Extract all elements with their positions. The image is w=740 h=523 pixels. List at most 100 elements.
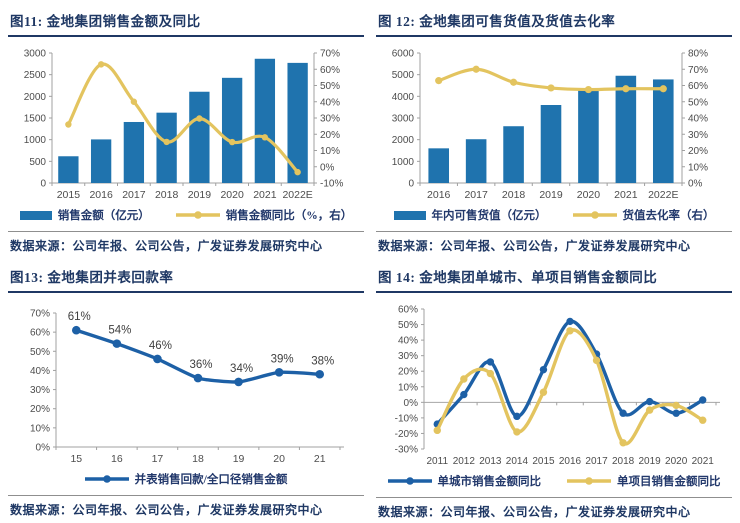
svg-text:1000: 1000: [392, 157, 415, 168]
line-series: [433, 327, 707, 447]
figure-11-panel: 图11: 金地集团销售金额及同比 0 500 1000 1500 2000 2500 300…: [8, 8, 364, 254]
svg-text:16: 16: [111, 453, 123, 465]
svg-text:40%: 40%: [320, 97, 340, 108]
svg-text:2021: 2021: [253, 189, 277, 201]
svg-text:20%: 20%: [398, 367, 418, 378]
data-point: [65, 121, 72, 128]
line-series: [435, 65, 667, 94]
svg-text:2020: 2020: [577, 189, 601, 201]
legend-label: 并表销售回款/全口径销售金额: [134, 474, 288, 486]
svg-text:-20%: -20%: [395, 429, 418, 440]
source-note: 数据来源：公司年报、公司公告，广发证券发展研究中心: [378, 505, 691, 519]
svg-text:2013: 2013: [479, 456, 502, 467]
svg-text:2500: 2500: [24, 70, 47, 81]
data-point: [234, 377, 243, 387]
bar: [189, 91, 210, 183]
svg-text:0%: 0%: [36, 443, 51, 454]
bar-series: [58, 58, 308, 183]
source-divider: [8, 231, 364, 232]
line-series: 61% 54% 46% 36% 34% 39% 38%: [68, 311, 334, 387]
figure-14-chart: -30% -20% -10% 0% 10% 20% 30% 40% 50% 60% 2011 2012…: [395, 305, 720, 467]
svg-text:2017: 2017: [464, 189, 488, 201]
svg-text:60%: 60%: [688, 81, 708, 92]
svg-text:10%: 10%: [320, 146, 340, 157]
line-series: [65, 61, 301, 176]
data-point: [153, 354, 162, 364]
figure-13-chart: 0% 10% 20% 30% 40% 50% 60% 70% 15 16 17 18 19 20 21 61%…: [30, 309, 344, 465]
figure-14-title: 图 14: 金地集团单城市、单项目销售金额同比: [378, 270, 658, 285]
svg-text:17: 17: [152, 453, 164, 465]
svg-text:60%: 60%: [30, 328, 50, 339]
data-point: [163, 138, 170, 146]
data-point: [294, 168, 301, 176]
svg-text:50%: 50%: [30, 347, 50, 358]
title-underline: [376, 291, 732, 293]
bar: [254, 58, 276, 183]
svg-text:70%: 70%: [688, 65, 708, 76]
svg-text:-10%: -10%: [320, 179, 343, 190]
data-point: [547, 84, 555, 92]
data-point: [699, 416, 707, 424]
title-underline: [8, 35, 364, 37]
data-point: [659, 85, 667, 93]
svg-text:2020: 2020: [665, 456, 688, 467]
svg-text:15: 15: [70, 453, 82, 465]
svg-text:2016: 2016: [559, 456, 582, 467]
figure-13-title: 图13: 金地集团并表回款率: [10, 270, 174, 285]
svg-text:2000: 2000: [24, 92, 47, 103]
svg-text:6000: 6000: [392, 49, 415, 60]
svg-text:30%: 30%: [688, 130, 708, 141]
bar: [615, 75, 637, 183]
svg-text:2015: 2015: [532, 456, 555, 467]
bar-series: [428, 75, 674, 183]
svg-text:2018: 2018: [612, 456, 635, 467]
data-point: [274, 368, 284, 377]
svg-text:50%: 50%: [320, 81, 340, 92]
title-underline: [8, 291, 364, 293]
bar: [123, 121, 145, 183]
svg-text:2012: 2012: [453, 456, 476, 467]
legend-label: 单项目销售金额同比: [617, 476, 721, 488]
svg-text:20: 20: [273, 453, 285, 465]
left-axis: 0 1000 2000 3000 4000 5000 6000: [392, 49, 421, 190]
legend-item: 单城市销售金额同比: [387, 473, 542, 489]
legend-label: 单城市销售金额同比: [437, 476, 542, 488]
data-point: [672, 409, 680, 417]
legend-line-swatch-icon: [572, 211, 617, 219]
bar: [221, 77, 243, 183]
data-point: [622, 85, 630, 93]
svg-text:10%: 10%: [398, 382, 418, 393]
x-axis: 2016 2017 2018 2019 2020 2021 2022E: [419, 182, 683, 201]
svg-text:3000: 3000: [24, 49, 47, 60]
svg-text:10%: 10%: [30, 423, 50, 434]
data-point: [435, 77, 443, 85]
data-point: [645, 406, 654, 414]
svg-text:0%: 0%: [688, 179, 703, 190]
data-point: [112, 339, 122, 348]
svg-text:2019: 2019: [188, 189, 212, 201]
data-point: [97, 61, 105, 68]
svg-text:2000: 2000: [392, 135, 415, 146]
svg-text:500: 500: [29, 157, 46, 168]
figure-13-legend: 并表销售回款/全口径销售金额: [8, 469, 364, 489]
data-point: [672, 401, 680, 410]
svg-text:2016: 2016: [427, 189, 451, 201]
figure-13-panel: 图13: 金地集团并表回款率 0% 10% 20% 30% 40% 50% 60% 70% 15…: [8, 264, 364, 520]
figure-14-panel: 图 14: 金地集团单城市、单项目销售金额同比 -30% -20% -10% 0% 10…: [376, 264, 732, 520]
data-point: [699, 396, 707, 404]
data-point: [433, 426, 441, 435]
data-point: [261, 134, 269, 141]
svg-text:2019: 2019: [639, 456, 662, 467]
bar: [465, 139, 487, 183]
point-label: 39%: [271, 353, 294, 365]
x-axis: 2011 2012 2013 2014 2015 2016 2017 2018 2019 2020…: [423, 401, 720, 467]
figure-12-panel: 图 12: 金地集团可售货值及货值去化率 0 1000 2000 3000 4000 50…: [376, 8, 732, 254]
legend-item: 货值去化率（右）: [572, 207, 715, 223]
bar: [428, 148, 450, 183]
left-axis: 0 500 1000 1500 2000 2500 3000: [24, 49, 53, 190]
svg-text:19: 19: [233, 453, 245, 465]
figure-14-legend: 单城市销售金额同比 单项目销售金额同比: [376, 471, 732, 491]
svg-text:2011: 2011: [427, 456, 449, 467]
svg-text:1000: 1000: [24, 135, 47, 146]
legend-item: 年内可售货值（亿元）: [393, 207, 547, 223]
